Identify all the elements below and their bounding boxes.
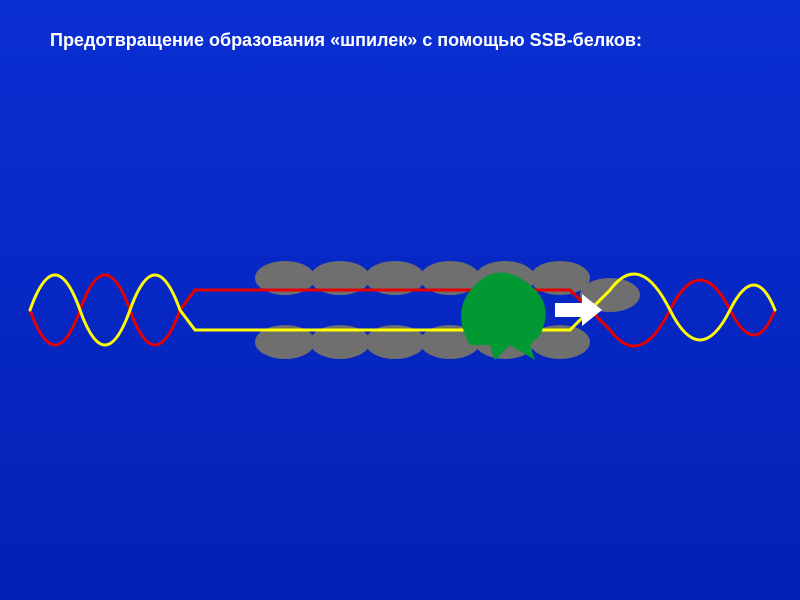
slide-background [0,0,800,600]
diagram-svg [0,0,800,600]
slide-title: Предотвращение образования «шпилек» с по… [50,30,642,51]
slide: Предотвращение образования «шпилек» с по… [0,0,800,600]
